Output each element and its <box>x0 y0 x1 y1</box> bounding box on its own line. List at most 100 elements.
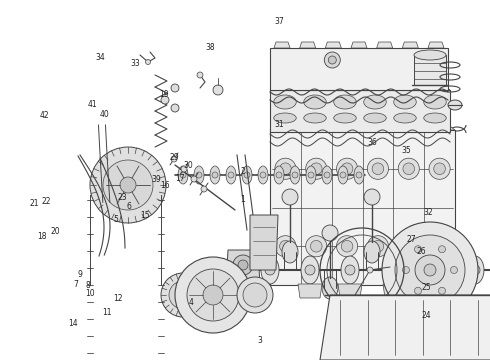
Polygon shape <box>402 42 418 48</box>
Circle shape <box>390 265 400 275</box>
Circle shape <box>434 163 445 175</box>
Ellipse shape <box>447 241 463 263</box>
Text: 4: 4 <box>189 298 194 307</box>
Ellipse shape <box>258 166 268 184</box>
Circle shape <box>429 236 450 257</box>
Circle shape <box>372 240 384 252</box>
Text: 33: 33 <box>131 58 141 68</box>
Circle shape <box>430 265 440 275</box>
Circle shape <box>382 222 478 318</box>
Polygon shape <box>325 42 342 48</box>
Ellipse shape <box>274 113 296 123</box>
Text: 30: 30 <box>184 161 194 170</box>
Ellipse shape <box>178 166 188 184</box>
Circle shape <box>368 236 389 257</box>
Circle shape <box>341 240 353 252</box>
Ellipse shape <box>407 225 423 241</box>
Text: 21: 21 <box>29 199 39 208</box>
Text: 6: 6 <box>126 202 131 211</box>
Text: 39: 39 <box>151 175 161 184</box>
Circle shape <box>395 235 465 305</box>
Circle shape <box>260 172 266 178</box>
Circle shape <box>187 269 239 321</box>
Circle shape <box>280 240 291 252</box>
Text: 24: 24 <box>421 310 431 320</box>
Circle shape <box>161 273 205 317</box>
Ellipse shape <box>304 95 326 109</box>
Circle shape <box>305 265 315 275</box>
Text: 41: 41 <box>87 100 97 109</box>
Ellipse shape <box>226 166 236 184</box>
Circle shape <box>439 246 445 253</box>
Circle shape <box>403 240 415 252</box>
Text: 31: 31 <box>274 120 284 129</box>
Polygon shape <box>300 42 316 48</box>
Text: 12: 12 <box>113 294 122 303</box>
Text: 9: 9 <box>77 270 82 279</box>
Text: 36: 36 <box>368 138 377 147</box>
Circle shape <box>228 172 234 178</box>
Circle shape <box>372 163 384 175</box>
Polygon shape <box>250 215 278 270</box>
Circle shape <box>196 172 202 178</box>
Ellipse shape <box>334 95 356 109</box>
Ellipse shape <box>338 166 348 184</box>
Circle shape <box>337 236 358 257</box>
Text: 10: 10 <box>85 289 95 298</box>
Circle shape <box>265 265 275 275</box>
Text: 27: 27 <box>407 235 416 244</box>
Ellipse shape <box>364 241 380 263</box>
Circle shape <box>169 281 197 309</box>
Text: 40: 40 <box>99 110 109 119</box>
Ellipse shape <box>341 256 359 284</box>
Circle shape <box>213 85 223 95</box>
Polygon shape <box>270 130 455 285</box>
Circle shape <box>402 266 410 274</box>
Ellipse shape <box>282 241 298 263</box>
Circle shape <box>324 52 340 68</box>
Ellipse shape <box>274 166 284 184</box>
Text: 3: 3 <box>257 336 262 345</box>
Polygon shape <box>338 284 362 298</box>
Text: 1: 1 <box>240 195 245 204</box>
Circle shape <box>403 163 415 175</box>
Ellipse shape <box>304 113 326 123</box>
Circle shape <box>161 96 169 104</box>
Ellipse shape <box>424 113 446 123</box>
Circle shape <box>328 56 336 64</box>
Text: 37: 37 <box>274 17 284 26</box>
Circle shape <box>275 158 296 179</box>
Circle shape <box>415 287 421 294</box>
Circle shape <box>103 160 153 210</box>
Circle shape <box>311 163 322 175</box>
Text: 22: 22 <box>42 197 51 206</box>
Circle shape <box>345 265 355 275</box>
Text: 25: 25 <box>421 284 431 292</box>
Ellipse shape <box>354 166 364 184</box>
Circle shape <box>337 158 358 179</box>
Circle shape <box>306 158 327 179</box>
Ellipse shape <box>364 113 386 123</box>
Circle shape <box>341 163 353 175</box>
Text: 17: 17 <box>175 174 185 183</box>
Circle shape <box>398 158 419 179</box>
Ellipse shape <box>301 256 319 284</box>
Polygon shape <box>270 90 450 132</box>
Circle shape <box>191 176 197 182</box>
Circle shape <box>233 255 253 275</box>
Circle shape <box>434 240 445 252</box>
Polygon shape <box>270 48 448 90</box>
Text: 35: 35 <box>402 146 412 155</box>
Ellipse shape <box>274 95 296 109</box>
Circle shape <box>201 186 207 192</box>
Circle shape <box>356 172 362 178</box>
Circle shape <box>275 236 296 257</box>
Polygon shape <box>226 250 260 285</box>
Circle shape <box>175 257 251 333</box>
Ellipse shape <box>282 189 298 205</box>
Text: 14: 14 <box>68 320 77 328</box>
Polygon shape <box>428 42 444 48</box>
Text: 20: 20 <box>50 227 60 236</box>
Circle shape <box>203 285 223 305</box>
Polygon shape <box>383 284 407 298</box>
